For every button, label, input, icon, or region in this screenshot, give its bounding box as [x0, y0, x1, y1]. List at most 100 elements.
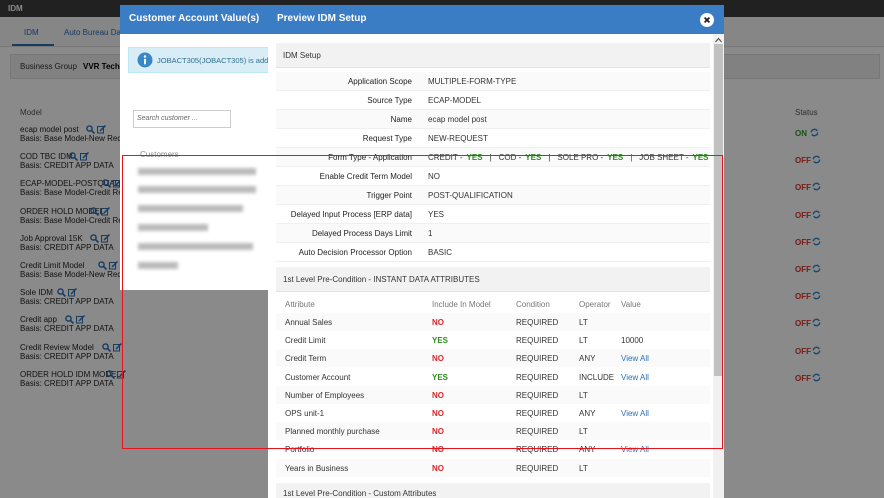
field-label: Request Type	[362, 134, 412, 143]
field-row	[276, 167, 710, 186]
model-name: Credit app	[20, 315, 57, 325]
cell-include: NO	[432, 354, 444, 364]
field-label: Source Type	[367, 96, 412, 105]
icon-edit[interactable]	[100, 206, 110, 216]
scroll-up[interactable]	[714, 36, 723, 43]
icon-refresh[interactable]	[812, 373, 821, 382]
table-row	[276, 458, 710, 477]
cell-operator: LT	[579, 427, 588, 437]
icon-refresh[interactable]	[812, 318, 821, 327]
close-button[interactable]	[700, 13, 714, 27]
form-type-value: YES	[466, 153, 483, 162]
cell-value: 10000	[621, 336, 644, 346]
model-status: ON	[795, 129, 807, 138]
field-value: CREDIT - YES | COD - YES | SOLE PRO - YES | JOB S…	[428, 153, 709, 162]
field-row	[276, 72, 710, 91]
icon-view[interactable]	[69, 152, 79, 162]
field-label: Auto Decision Processor Option	[298, 248, 412, 257]
column-header: Value	[621, 300, 641, 309]
field-label: Enable Credit Term Model	[319, 172, 412, 181]
field-row	[276, 110, 710, 129]
cell-attribute: Credit Term	[285, 354, 327, 364]
cell-value[interactable]: View All	[621, 409, 649, 418]
icon-edit[interactable]	[100, 233, 110, 243]
blurred-customer	[138, 243, 253, 250]
model-name: ORDER HOLD IDM MODEL	[20, 369, 121, 379]
cell-include: NO	[432, 463, 444, 473]
model-status: OFF	[795, 210, 811, 220]
cell-include: NO	[432, 427, 444, 437]
icon-edit[interactable]	[80, 152, 90, 161]
icon-refresh[interactable]	[812, 264, 821, 273]
icon-refresh[interactable]	[812, 182, 821, 191]
table-row	[276, 385, 710, 404]
icon-refresh[interactable]	[812, 210, 821, 219]
field-row	[276, 205, 710, 224]
icon-view[interactable]	[65, 315, 75, 325]
status-header: Status	[795, 108, 818, 117]
field-label: Delayed Process Days Limit	[311, 229, 412, 238]
cell-condition: REQUIRED	[516, 372, 559, 382]
form-type-name: JOB SHEET -	[639, 153, 689, 162]
form-type-name: SOLE PRO -	[557, 153, 604, 162]
cell-include: NO	[432, 318, 444, 327]
section-band	[276, 483, 710, 498]
field-label: Delayed Input Process [ERP data]	[290, 210, 412, 219]
icon-view[interactable]	[89, 206, 99, 216]
cell-operator: LT	[579, 390, 588, 400]
column-header: Condition	[516, 300, 550, 309]
blurred-customer	[138, 224, 208, 231]
cell-operator: INCLUDE	[579, 372, 615, 382]
icon-refresh[interactable]	[810, 128, 819, 137]
field-value: ECAP-MODEL	[428, 96, 481, 105]
icon-edit[interactable]	[112, 342, 122, 352]
tab[interactable]: Auto Bureau Da	[64, 28, 121, 37]
form-type-value: YES	[525, 153, 542, 162]
model-status: OFF	[795, 183, 811, 193]
search-input[interactable]	[133, 110, 231, 128]
section-heading: 1st Level Pre-Condition - Custom Attribu…	[283, 489, 437, 498]
section-band	[276, 267, 710, 292]
scrollbar-thumb[interactable]	[714, 44, 723, 376]
cell-attribute: Years in Business	[285, 463, 349, 473]
icon-edit[interactable]	[67, 288, 77, 297]
cell-condition: REQUIRED	[516, 354, 559, 364]
model-status: OFF	[795, 346, 811, 356]
icon-refresh[interactable]	[812, 346, 821, 355]
field-value: MULTIPLE-FORM-TYPE	[428, 77, 517, 86]
section-heading: IDM Setup	[283, 51, 321, 60]
icon-edit[interactable]	[108, 260, 118, 270]
cell-condition: REQUIRED	[516, 427, 559, 437]
business-label: Business Group	[20, 62, 77, 71]
model-status: OFF	[795, 373, 811, 383]
model-name: ECAP-MODEL-POSTQUAL	[20, 179, 120, 189]
table-row	[276, 422, 710, 441]
icon-refresh[interactable]	[812, 291, 821, 300]
icon-view[interactable]	[89, 233, 99, 243]
cell-value[interactable]: View All	[621, 445, 649, 455]
icon-view[interactable]	[97, 261, 107, 271]
info-box	[128, 47, 278, 73]
icon-view[interactable]	[102, 342, 111, 352]
field-value: BASIC	[428, 248, 453, 257]
info-text: JOBACT305(JOBACT305) is added	[157, 56, 277, 65]
icon-refresh[interactable]	[812, 237, 821, 246]
icon-view[interactable]	[102, 179, 111, 189]
separator: |	[548, 153, 551, 162]
cell-value[interactable]: View All	[621, 354, 649, 364]
form-type-value: YES	[607, 153, 624, 162]
icon-edit[interactable]	[96, 124, 106, 134]
cell-include: YES	[432, 372, 449, 382]
cell-value[interactable]: View All	[621, 372, 649, 382]
icon-refresh[interactable]	[812, 155, 821, 164]
highlight-box	[122, 155, 723, 449]
icon-view[interactable]	[85, 125, 95, 135]
blurred-customer	[138, 262, 178, 269]
icon-edit[interactable]	[76, 315, 86, 324]
model-basis: Basis: Base Model-New Requ	[20, 270, 127, 279]
icon-view[interactable]	[106, 369, 116, 379]
icon-view[interactable]	[56, 288, 66, 298]
tab[interactable]: IDM	[24, 28, 39, 37]
model-name: ecap model post	[20, 125, 79, 134]
table-row	[276, 313, 710, 331]
